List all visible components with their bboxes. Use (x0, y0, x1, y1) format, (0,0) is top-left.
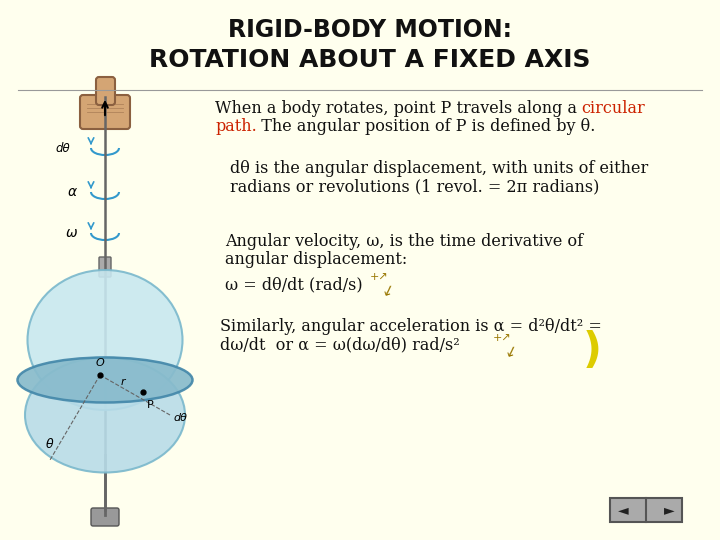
Text: ◄: ◄ (618, 503, 629, 517)
Text: ↙: ↙ (503, 341, 520, 360)
Text: r: r (121, 377, 125, 387)
Text: ω = dθ/dt (rad/s): ω = dθ/dt (rad/s) (225, 276, 363, 293)
FancyBboxPatch shape (91, 508, 119, 526)
Text: ↙: ↙ (380, 280, 397, 299)
Text: path.: path. (215, 118, 257, 135)
FancyBboxPatch shape (96, 77, 115, 105)
Text: ►: ► (664, 503, 675, 517)
FancyBboxPatch shape (610, 498, 682, 522)
Text: α: α (68, 185, 77, 199)
Text: Angular velocity, ω, is the time derivative of: Angular velocity, ω, is the time derivat… (225, 233, 583, 250)
Text: dθ: dθ (55, 141, 70, 154)
Ellipse shape (27, 270, 182, 410)
Ellipse shape (17, 357, 192, 402)
Text: θ: θ (46, 438, 54, 451)
Text: RIGID-BODY MOTION:: RIGID-BODY MOTION: (228, 18, 512, 42)
Text: +↗: +↗ (493, 333, 512, 343)
Text: circular: circular (581, 100, 644, 117)
Text: The angular position of P is defined by θ.: The angular position of P is defined by … (251, 118, 595, 135)
Text: ROTATION ABOUT A FIXED AXIS: ROTATION ABOUT A FIXED AXIS (149, 48, 590, 72)
Text: dθ: dθ (173, 413, 187, 423)
Text: O: O (96, 358, 104, 368)
Text: dω/dt  or α = ω(dω/dθ) rad/s²: dω/dt or α = ω(dω/dθ) rad/s² (220, 336, 460, 353)
Text: +↗: +↗ (370, 272, 389, 282)
Text: When a body rotates, point P travels along a: When a body rotates, point P travels alo… (215, 100, 582, 117)
Text: ): ) (583, 330, 602, 372)
Text: ω: ω (66, 226, 77, 240)
FancyBboxPatch shape (80, 95, 130, 129)
Ellipse shape (25, 357, 185, 472)
FancyBboxPatch shape (99, 257, 111, 277)
Text: angular displacement:: angular displacement: (225, 251, 408, 268)
Text: dθ is the angular displacement, with units of either: dθ is the angular displacement, with uni… (230, 160, 648, 177)
Text: radians or revolutions (1 revol. = 2π radians): radians or revolutions (1 revol. = 2π ra… (230, 178, 599, 195)
Text: P: P (147, 400, 154, 410)
Text: Similarly, angular acceleration is α = d²θ/dt² =: Similarly, angular acceleration is α = d… (220, 318, 602, 335)
